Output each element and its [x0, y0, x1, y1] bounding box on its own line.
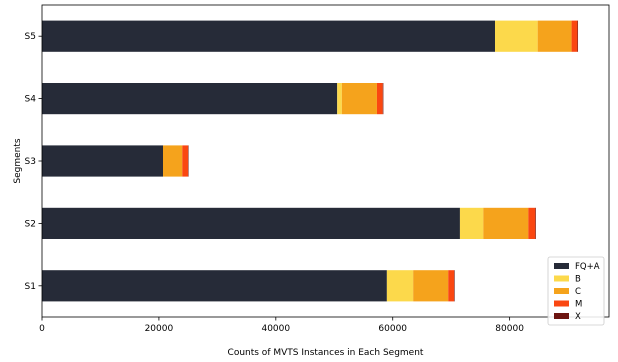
y-axis-label: Segments [13, 138, 23, 184]
bar-s1-b [386, 270, 414, 302]
x-tick-label: 80000 [495, 324, 524, 334]
legend-swatch-m [554, 300, 569, 307]
bar-s5-x [577, 20, 579, 52]
bar-s4-fqa [42, 83, 338, 115]
bar-s5-b [495, 20, 538, 52]
bar-s1-m [448, 270, 455, 302]
bar-s2-b [459, 207, 484, 239]
x-tick-label: 20000 [145, 324, 174, 334]
y-tick-label: S3 [25, 157, 36, 167]
ticks-layer: S1 S2 S3 S4 S5 0 20000 40000 60000 80000 [25, 32, 525, 334]
bar-s2-x [535, 207, 536, 239]
x-tick-label: 40000 [261, 324, 290, 334]
bar-s3-m [182, 145, 189, 177]
bar-s2-c [483, 207, 529, 239]
bar-s4-m [376, 83, 383, 115]
legend-label: C [575, 287, 581, 297]
legend-swatch-c [554, 288, 569, 294]
legend-swatch-b [554, 275, 569, 282]
legend-swatch-x [554, 313, 569, 319]
legend-label: M [575, 300, 582, 310]
x-tick-label: 60000 [378, 324, 407, 334]
bar-s5-m [571, 20, 578, 52]
bar-s2-fqa [42, 207, 460, 239]
bar-s5-fqa [42, 20, 496, 52]
bars-layer [42, 20, 579, 302]
bar-s5-c [537, 20, 572, 52]
legend-label: X [575, 312, 581, 322]
bar-s3-fqa [42, 145, 163, 177]
legend-box [547, 256, 605, 326]
y-tick-label: S4 [25, 95, 37, 105]
bar-s4-x [382, 83, 384, 115]
y-tick-label: S5 [25, 32, 36, 42]
y-tick-label: S1 [25, 282, 36, 292]
bar-s1-x [454, 270, 455, 302]
bar-s4-c [341, 83, 377, 115]
legend-swatch-fqa [554, 263, 569, 269]
x-axis-label: Counts of MVTS Instances in Each Segment [228, 348, 424, 358]
legend-label: B [575, 275, 581, 285]
bar-s1-fqa [42, 270, 387, 302]
x-tick-label: 0 [39, 324, 45, 334]
bar-s4-b [337, 83, 342, 115]
y-tick-label: S2 [25, 219, 36, 229]
bar-s2-m [528, 207, 536, 239]
bar-s3-c [162, 145, 183, 177]
legend-label: FQ+A [575, 262, 600, 272]
bar-s1-c [413, 270, 449, 302]
